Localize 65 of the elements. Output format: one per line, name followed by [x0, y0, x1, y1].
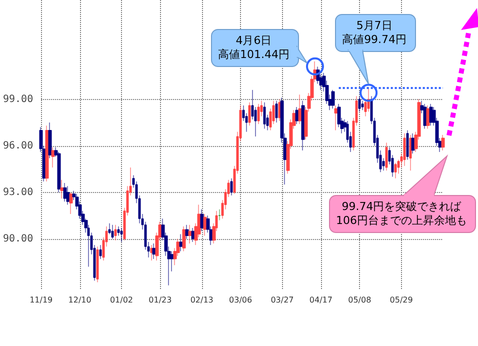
candlestick	[301, 100, 305, 151]
candlestick	[66, 186, 70, 205]
candlestick	[218, 209, 221, 220]
candlestick	[150, 244, 153, 261]
candlestick	[263, 102, 266, 129]
candlestick	[295, 106, 299, 124]
candlestick	[429, 104, 433, 126]
candlestick	[248, 102, 251, 126]
annotation: 5月7日	[356, 18, 392, 32]
candlestick	[441, 134, 445, 151]
candlestick	[188, 224, 192, 244]
candlestick	[230, 178, 233, 196]
candlestick	[200, 209, 204, 232]
y-tick-label: 93.00	[2, 186, 34, 198]
candlestick	[152, 243, 156, 260]
candlestick	[278, 99, 281, 122]
candlestick	[411, 133, 415, 154]
candlestick	[185, 224, 189, 240]
x-tick-label: 01/02	[110, 296, 134, 304]
x-tick-label: 05/29	[390, 296, 413, 304]
candlestick	[331, 90, 335, 109]
candlestick	[182, 226, 186, 252]
candlestick	[99, 244, 102, 260]
x-tick-label: 04/17	[309, 296, 332, 304]
annotation: 99.74円を突破できれば 106円台までの上昇余地も	[336, 200, 467, 228]
candlestick	[96, 246, 99, 282]
x-tick-label: 05/08	[348, 296, 372, 304]
candlestick	[406, 130, 409, 160]
candlestick	[179, 234, 183, 252]
x-tick-label: 01/23	[148, 296, 172, 304]
y-tick-label: 99.00	[2, 94, 34, 105]
candlestick	[45, 125, 49, 182]
candlestick	[120, 228, 123, 242]
candlestick	[111, 224, 114, 240]
candlestick	[409, 134, 412, 171]
x-tick-label: 11/19	[30, 296, 53, 304]
y-tick-label: 90.00	[2, 233, 34, 244]
x-tick-label: 03/06	[229, 296, 252, 304]
candlestick	[63, 182, 67, 202]
annotation: 高値99.74円	[342, 32, 407, 46]
candlestick	[114, 224, 117, 241]
annotation: 4月6日	[236, 34, 272, 48]
x-tick-label: 03/27	[270, 296, 294, 304]
candlestick	[48, 122, 52, 158]
candlestick	[275, 100, 278, 123]
candlestick	[60, 180, 64, 199]
candlestick	[203, 214, 207, 236]
candlestick	[69, 192, 73, 214]
candlestick	[191, 228, 195, 242]
speech-bubble: 99.74円を突破できれば 106円台までの上昇余地も	[329, 156, 476, 234]
candlestick	[51, 147, 55, 168]
candlestick	[385, 142, 388, 171]
x-tick-label: 12/10	[68, 296, 92, 304]
x-tick-label: 02/13	[190, 296, 214, 304]
candlestick	[334, 105, 338, 131]
candlestick	[426, 105, 430, 129]
candlestick	[298, 94, 302, 124]
candlestick	[394, 162, 397, 179]
candlestick	[423, 104, 427, 129]
candlestick	[403, 133, 406, 166]
annotation: 高値101.44円	[218, 48, 290, 62]
y-tick-label: 96.00	[2, 140, 34, 152]
candlestick	[257, 104, 260, 124]
candlestick	[57, 152, 61, 193]
candlestick	[358, 96, 361, 112]
